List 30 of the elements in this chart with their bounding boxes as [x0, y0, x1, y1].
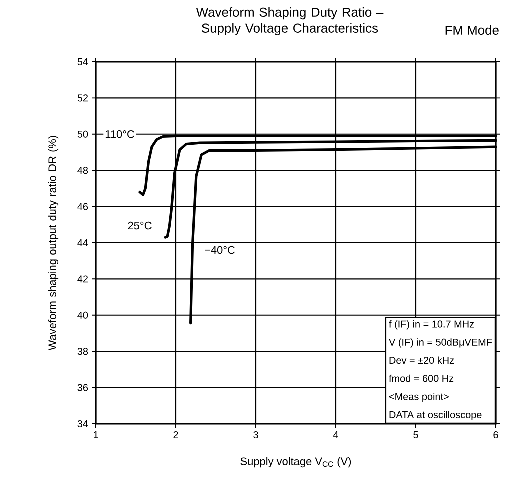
annotation: Dev = ±20 kHz	[390, 356, 454, 364]
x-axis-title: Supply voltage V$_{CC}$ (V)	[240, 457, 352, 468]
y-tick-label: 42	[78, 276, 88, 283]
y-tick-label: 48	[78, 167, 88, 174]
chart-title: Waveform Shaping Duty Ratio – Supply Voltage Characteristics	[196, 8, 384, 36]
x-tick-label: 4	[333, 432, 338, 438]
annotation: f (IF) in = 10.7 MHz	[389, 320, 474, 330]
y-tick-label: 50	[78, 130, 88, 138]
chart-subtitle: FM Mode	[446, 26, 499, 36]
y-tick-label: 52	[78, 94, 88, 102]
annotation: fmod = 600 Hz	[389, 374, 454, 382]
y-tick-label: 34	[78, 420, 88, 428]
y-axis-title: Waveform shaping output duty ratio DR (%)	[48, 136, 59, 351]
annotation: 25°C	[128, 222, 152, 230]
annotation: −40°C	[205, 246, 236, 254]
x-tick-label: 3	[254, 432, 258, 439]
x-tick-label: 1	[94, 432, 98, 438]
x-tick-label: 6	[494, 432, 498, 439]
x-tick-label: 5	[414, 432, 418, 438]
y-tick-label: 36	[78, 384, 88, 392]
annotation: 110°C	[106, 130, 134, 138]
annotation: <Meas point>	[389, 393, 449, 402]
y-tick-label: 54	[78, 58, 88, 66]
y-tick-label: 38	[78, 348, 88, 356]
annotation: V (IF) in = 50dBμVEMF	[389, 338, 492, 348]
y-tick-label: 40	[78, 312, 88, 319]
annotation: DATA at oscilloscope	[390, 411, 482, 420]
x-tick-label: 2	[174, 432, 178, 438]
y-tick-label: 44	[78, 240, 88, 246]
y-tick-label: 46	[78, 203, 88, 210]
